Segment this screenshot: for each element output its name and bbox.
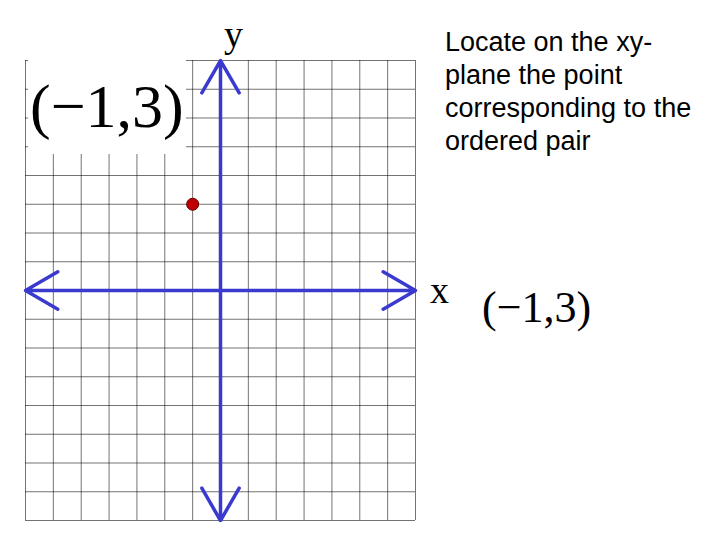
svg-text:y: y — [224, 13, 243, 55]
svg-text:x: x — [430, 269, 449, 311]
html-text:Locate on the xy-plane the poi: Locate on the xy-plane the point corresp… — [445, 27, 692, 156]
html-text:(−1,3): (−1,3) — [30, 72, 184, 140]
html-text:(−1,3): (−1,3) — [482, 283, 592, 332]
